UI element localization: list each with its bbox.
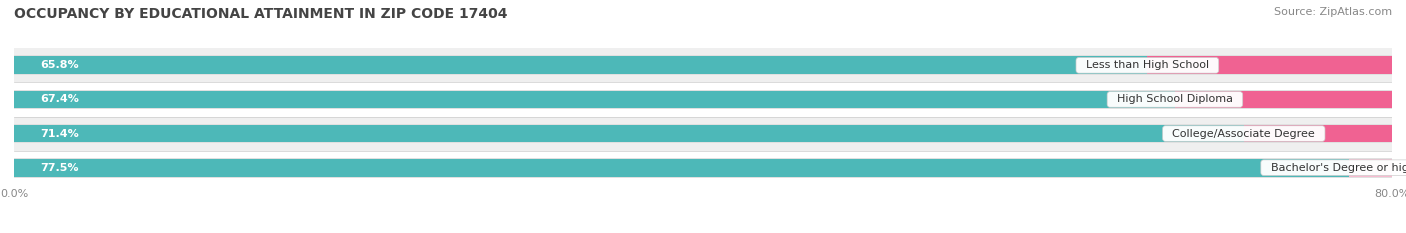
Bar: [14, 89, 1392, 109]
Bar: [1175, 91, 1406, 108]
Text: Source: ZipAtlas.com: Source: ZipAtlas.com: [1274, 7, 1392, 17]
Text: 67.4%: 67.4%: [39, 94, 79, 104]
Bar: [14, 125, 1244, 142]
Bar: [0, 151, 1406, 185]
Text: Bachelor's Degree or higher: Bachelor's Degree or higher: [1264, 163, 1406, 173]
Text: OCCUPANCY BY EDUCATIONAL ATTAINMENT IN ZIP CODE 17404: OCCUPANCY BY EDUCATIONAL ATTAINMENT IN Z…: [14, 7, 508, 21]
Bar: [14, 56, 1147, 74]
Text: High School Diploma: High School Diploma: [1109, 94, 1240, 104]
Bar: [0, 82, 1406, 116]
Text: 71.4%: 71.4%: [39, 129, 79, 139]
Text: College/Associate Degree: College/Associate Degree: [1166, 129, 1322, 139]
Text: 65.8%: 65.8%: [39, 60, 79, 70]
Bar: [14, 124, 1392, 144]
Bar: [0, 116, 1406, 151]
Bar: [1244, 125, 1406, 142]
Bar: [14, 158, 1392, 178]
Bar: [1348, 159, 1406, 177]
Bar: [14, 91, 1175, 108]
Text: Less than High School: Less than High School: [1078, 60, 1216, 70]
Bar: [1147, 56, 1406, 74]
Bar: [0, 48, 1406, 82]
Text: 77.5%: 77.5%: [39, 163, 79, 173]
Bar: [14, 159, 1348, 177]
Bar: [14, 55, 1392, 75]
